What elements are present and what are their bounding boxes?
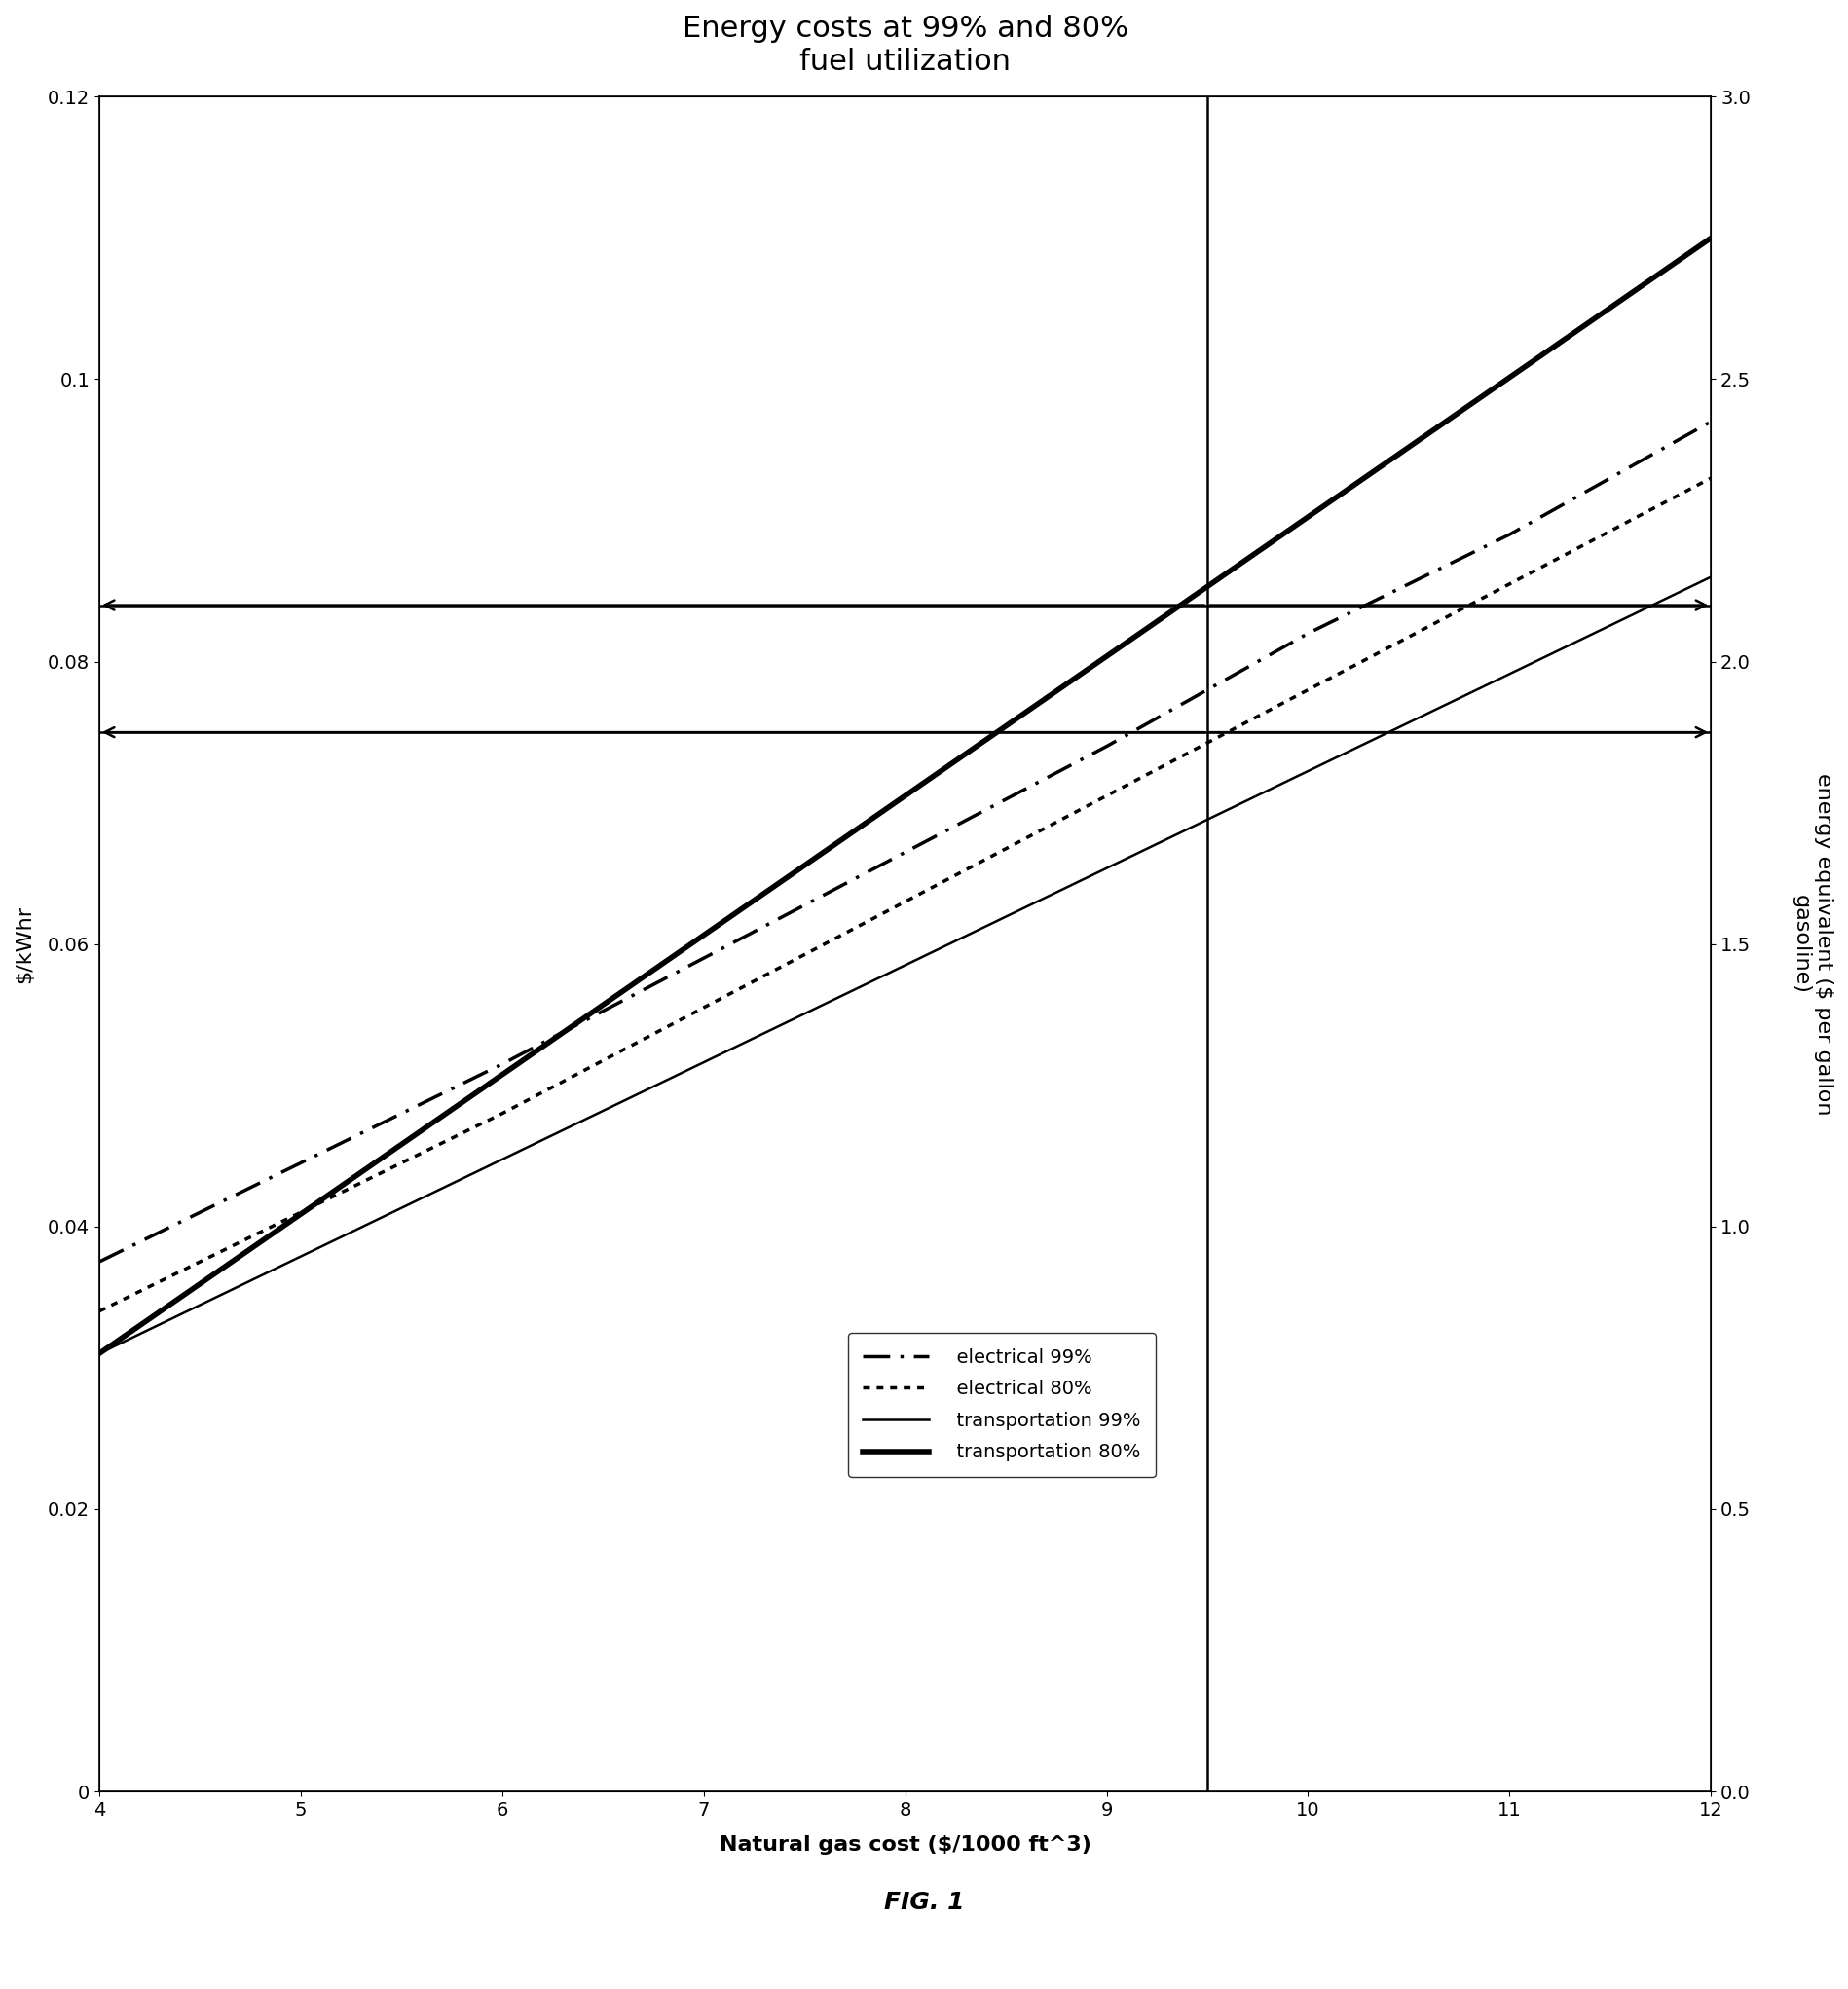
- X-axis label: Natural gas cost ($/1000 ft^3): Natural gas cost ($/1000 ft^3): [719, 1836, 1090, 1856]
- electrical 99%: [290, 1152, 312, 1175]
- electrical 80%: [290, 1201, 312, 1225]
- electrical 99%: [693, 947, 715, 971]
- Title: Energy costs at 99% and 80%
fuel utilization: Energy costs at 99% and 80% fuel utiliza…: [682, 14, 1127, 76]
- electrical 99%: [89, 1249, 111, 1273]
- electrical 80%: [1499, 573, 1521, 597]
- electrical 80%: [1096, 784, 1118, 808]
- electrical 99%: [894, 839, 917, 863]
- electrical 80%: [693, 996, 715, 1020]
- electrical 80%: [894, 889, 917, 913]
- electrical 99%: [492, 1052, 514, 1076]
- Legend:   electrical 99%,   electrical 80%,   transportation 99%,   transportation 80%: electrical 99%, electrical 80%, transpor…: [848, 1333, 1155, 1478]
- electrical 99%: [1297, 621, 1319, 644]
- Y-axis label: energy equivalent ($ per gallon
gasoline): energy equivalent ($ per gallon gasoline…: [1791, 774, 1833, 1116]
- electrical 80%: [492, 1102, 514, 1126]
- electrical 99%: [1700, 410, 1722, 434]
- electrical 99%: [1499, 523, 1521, 547]
- electrical 80%: [1297, 678, 1319, 702]
- electrical 80%: [89, 1299, 111, 1323]
- electrical 80%: [1700, 465, 1722, 489]
- Text: FIG. 1: FIG. 1: [883, 1892, 965, 1913]
- Line: electrical 99%: electrical 99%: [100, 422, 1711, 1261]
- Line: electrical 80%: electrical 80%: [100, 477, 1711, 1311]
- Y-axis label: $/kWhr: $/kWhr: [15, 905, 33, 983]
- electrical 99%: [1096, 734, 1118, 758]
